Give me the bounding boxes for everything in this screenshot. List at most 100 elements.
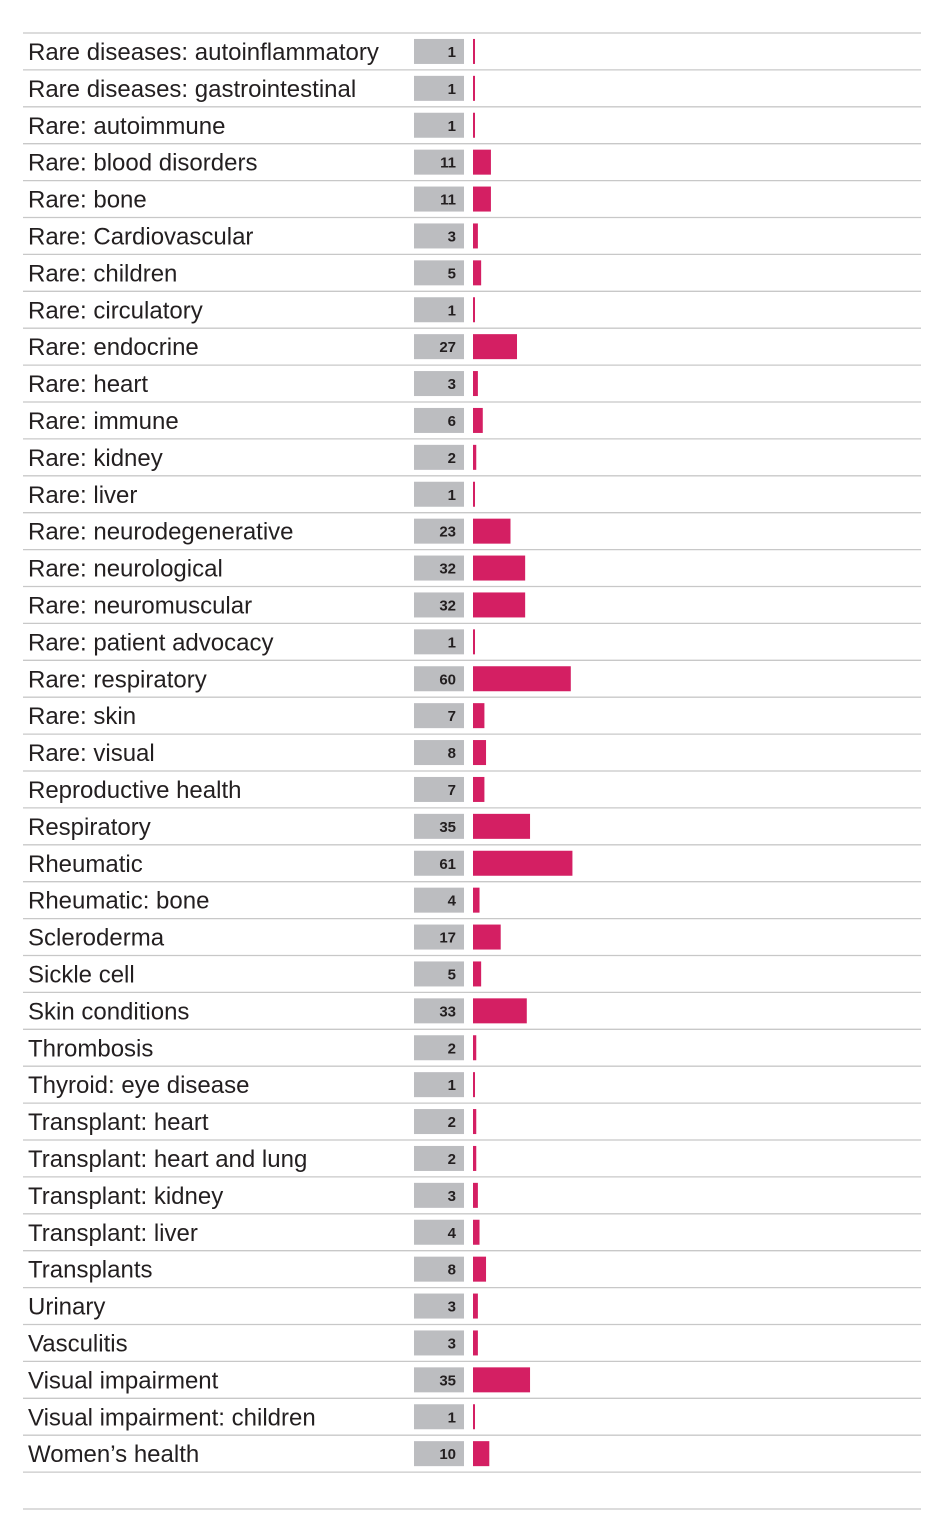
chart-rows: Rare diseases: autoinflammatory 1 Rare dis… (28, 38, 573, 1468)
value-box (414, 149, 464, 175)
value-box (414, 1330, 464, 1356)
value-box (414, 887, 464, 913)
chart-row: Thyroid: eye disease 1 (28, 1072, 475, 1099)
chart-row: Rare: neurological 32 (28, 555, 526, 583)
category-label: Transplant: liver (28, 1220, 198, 1247)
value-box (414, 1256, 464, 1282)
value-box (414, 1219, 464, 1245)
category-label: Rare: Cardiovascular (28, 223, 253, 250)
category-label: Rare: heart (28, 371, 148, 398)
chart-row: Rare: neuromuscular 32 (28, 592, 526, 619)
category-label: Reproductive health (28, 777, 241, 804)
value-box (414, 1035, 464, 1061)
chart-row: Rare: skin 7 (28, 703, 485, 730)
category-label: Rare: kidney (28, 445, 163, 472)
chart-row: Rare diseases: autoinflammatory 1 (28, 38, 475, 66)
bar (473, 1145, 477, 1171)
chart-row: Urinary 3 (28, 1293, 478, 1321)
bar (473, 1182, 478, 1208)
chart-row: Scleroderma 17 (28, 924, 501, 952)
bar (473, 75, 475, 101)
value-box (414, 1145, 464, 1171)
bar (473, 850, 573, 876)
category-label: Transplant: kidney (28, 1183, 223, 1210)
value-box (414, 1367, 464, 1393)
category-label: Rare: immune (28, 408, 179, 435)
category-label: Transplant: heart (28, 1109, 209, 1136)
value-label: 3 (448, 228, 456, 245)
value-label: 1 (448, 118, 456, 135)
chart-row: Rare: immune 6 (28, 407, 483, 435)
value-label: 3 (448, 1299, 456, 1316)
value-label: 2 (448, 1114, 456, 1131)
value-label: 3 (448, 1335, 456, 1352)
value-label: 35 (439, 819, 456, 836)
bar (473, 1256, 487, 1282)
value-label: 5 (448, 966, 456, 983)
category-label: Rare: patient advocacy (28, 629, 273, 656)
bar (473, 1109, 477, 1135)
chart-row: Women’s health 10 (28, 1441, 490, 1468)
value-label: 8 (448, 745, 456, 762)
bar (473, 1367, 531, 1393)
category-label: Rare: bone (28, 187, 147, 214)
chart-row: Sickle cell 5 (28, 961, 482, 988)
bar (473, 555, 526, 581)
category-label: Rare diseases: gastrointestinal (28, 76, 356, 103)
value-label: 32 (439, 597, 456, 614)
value-label: 4 (448, 1225, 457, 1242)
value-box (414, 776, 464, 802)
category-label: Vasculitis (28, 1330, 128, 1357)
chart-row: Visual impairment: children 1 (28, 1404, 475, 1431)
value-label: 11 (440, 155, 456, 172)
chart-row: Thrombosis 2 (28, 1035, 477, 1062)
bar (473, 629, 475, 655)
value-label: 1 (448, 302, 456, 319)
value-label: 17 (439, 930, 456, 947)
value-label: 1 (448, 81, 456, 98)
chart-row: Rare: visual 8 (28, 740, 487, 767)
chart-row: Rheumatic: bone 4 (28, 887, 480, 915)
chart-row: Transplant: kidney 3 (28, 1182, 478, 1210)
chart-row: Rare: bone 11 (28, 186, 491, 214)
category-label: Rare: blood disorders (28, 150, 257, 177)
category-label: Respiratory (28, 814, 151, 841)
category-label: Thyroid: eye disease (28, 1072, 249, 1099)
chart-row: Transplant: heart 2 (28, 1109, 477, 1136)
value-label: 1 (448, 1409, 456, 1426)
bar (473, 38, 475, 64)
value-box (414, 1404, 464, 1430)
bar (473, 149, 491, 175)
value-label: 3 (448, 1188, 456, 1205)
value-label: 6 (448, 413, 456, 430)
category-label: Rheumatic: bone (28, 888, 209, 915)
value-label: 1 (448, 1077, 456, 1094)
bar (473, 1441, 490, 1467)
chart-row: Rare: Cardiovascular 3 (28, 223, 478, 250)
value-label: 2 (448, 1040, 456, 1057)
chart-row: Rare: neurodegenerative 23 (28, 518, 511, 546)
value-box (414, 1293, 464, 1319)
value-box (414, 371, 464, 397)
value-label: 23 (439, 524, 456, 541)
category-label: Visual impairment: children (28, 1404, 316, 1431)
category-label: Rare: endocrine (28, 334, 199, 361)
value-box (414, 629, 464, 655)
value-label: 7 (448, 782, 456, 799)
category-label: Visual impairment (28, 1367, 219, 1394)
bar (473, 371, 478, 397)
value-box (414, 740, 464, 766)
chart-row: Reproductive health 7 (28, 776, 485, 804)
bar (473, 887, 480, 913)
bar (473, 1072, 475, 1098)
value-label: 61 (439, 856, 456, 873)
chart-row: Transplant: liver 4 (28, 1219, 480, 1247)
bar (473, 1404, 475, 1430)
value-label: 5 (448, 265, 456, 282)
value-label: 7 (448, 708, 456, 725)
bar (473, 703, 485, 729)
category-label: Rare: children (28, 260, 177, 287)
bar (473, 112, 475, 138)
chart-row: Rare: circulatory 1 (28, 297, 475, 324)
value-box (414, 1109, 464, 1135)
